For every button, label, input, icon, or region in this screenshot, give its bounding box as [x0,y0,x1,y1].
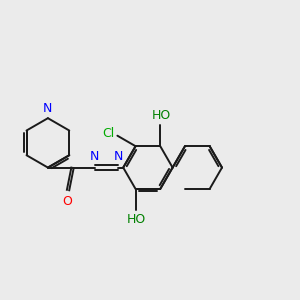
Text: N: N [114,150,123,163]
Text: O: O [62,194,72,208]
Text: HO: HO [127,213,146,226]
Text: N: N [43,102,52,115]
Text: N: N [90,150,100,163]
Text: HO: HO [152,109,171,122]
Text: Cl: Cl [102,127,114,140]
